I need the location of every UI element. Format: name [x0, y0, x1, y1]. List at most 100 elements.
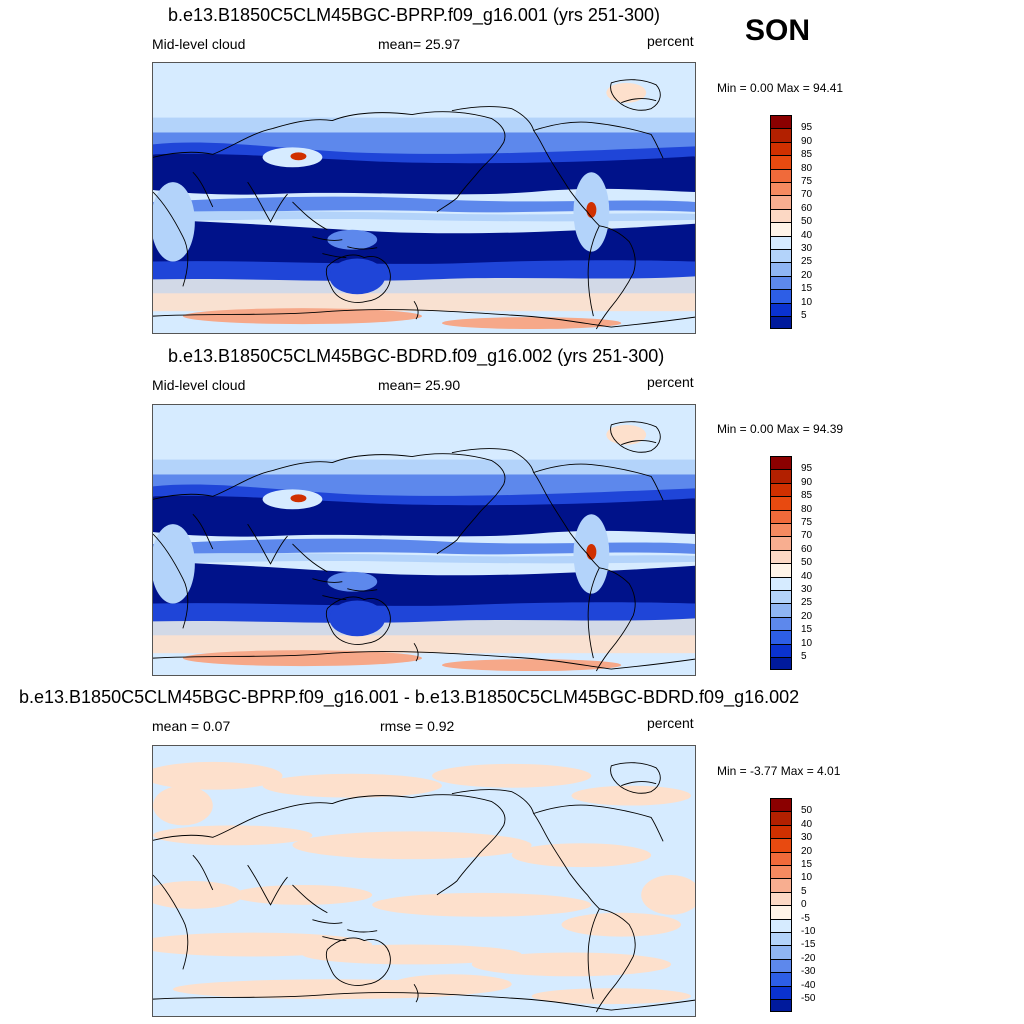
difference-positive-patch: [392, 974, 512, 995]
panel-3-units: percent: [647, 715, 694, 731]
panel-2-colorbar: 95 90 85 80 75 70 60 50 40 30 25 20 15 10 5: [770, 456, 812, 671]
coastline: [153, 191, 189, 287]
colorbar-label: 75: [801, 176, 813, 187]
colorbar-label: 50: [801, 216, 813, 228]
colorbar-swatch: [770, 851, 792, 866]
panel-3-mean: mean = 0.07: [152, 718, 231, 734]
andes-high-cloud: [586, 543, 597, 560]
coastline: [325, 937, 391, 986]
colorbar-label: 5: [801, 885, 807, 897]
coastline: [312, 919, 378, 942]
panel-1-colorbar: 95 90 85 80 75 70 60 50 40 30 25 20 15 10 5: [770, 115, 812, 330]
difference-positive-patch: [641, 875, 695, 915]
colorbar-swatch: [770, 643, 792, 658]
coastline: [192, 171, 328, 231]
colorbar-swatch: [770, 563, 792, 578]
coastline: [325, 254, 391, 303]
colorbar-swatch: [770, 985, 792, 1000]
colorbar-swatch: [770, 509, 792, 524]
coastline: [153, 874, 189, 970]
colorbar-label: 10: [801, 872, 813, 884]
coastline: [153, 309, 695, 328]
colorbar-label: 70: [801, 189, 813, 201]
coastline: [533, 440, 664, 501]
colorbar-label: 25: [801, 256, 813, 268]
colorbar-label: 40: [801, 229, 813, 241]
colorbar-swatch: [770, 195, 792, 210]
coastline: [587, 908, 600, 1000]
coastline: [436, 825, 505, 896]
itcz-band: [153, 553, 695, 564]
colorbar-label: 5: [801, 651, 807, 662]
difference-positive-patch: [262, 773, 442, 798]
colorbar-label: 50: [801, 805, 813, 817]
panel-3-rmse: rmse = 0.92: [380, 718, 455, 734]
colorbar-swatch: [770, 811, 792, 826]
greenland-cloud: [606, 82, 647, 103]
coastline: [153, 453, 506, 500]
northern-blue-band: [153, 484, 695, 506]
coastline: [587, 567, 600, 659]
colorbar-label: 40: [801, 818, 813, 830]
coastline: [595, 567, 636, 672]
colorbar-swatch: [770, 208, 792, 223]
colorbar-swatch: [770, 905, 792, 920]
coastline: [436, 484, 505, 555]
difference-positive-patch: [531, 988, 692, 1005]
coastline: [153, 992, 695, 1011]
colorbar-swatch: [770, 590, 792, 604]
coastline: [569, 189, 600, 227]
colorbar-swatch: [770, 918, 792, 933]
southern-blue-band: [153, 260, 695, 281]
colorbar-swatch: [770, 999, 792, 1013]
colorbar-swatch: [770, 128, 792, 143]
colorbar-swatch: [770, 289, 792, 304]
colorbar-swatch: [770, 972, 792, 987]
coastline: [587, 225, 600, 317]
coastline: [569, 531, 600, 569]
panel-2-variable: Mid-level cloud: [152, 377, 246, 393]
panel-2-minmax: Min = 0.00 Max = 94.39: [717, 422, 844, 436]
coastline: [595, 908, 636, 1013]
southern-salmon-patch: [182, 650, 423, 667]
colorbar-label: 15: [801, 283, 813, 295]
greenland-cloud: [606, 424, 647, 445]
colorbar-swatch: [770, 945, 792, 960]
colorbar-label: 20: [801, 610, 813, 622]
panel-2-map: [152, 404, 696, 676]
coastline: [153, 111, 506, 158]
africa-region: [153, 182, 195, 262]
coastline: [533, 781, 664, 842]
colorbar-swatch: [770, 275, 792, 290]
colorbar-label: 20: [801, 845, 813, 857]
coastline: [595, 225, 636, 330]
colorbar-swatch: [770, 262, 792, 277]
colorbar-label: 70: [801, 530, 813, 542]
colorbar-label: 15: [801, 859, 813, 870]
panel-2-title: b.e13.B1850C5CLM45BGC-BDRD.f09_g16.002 (…: [168, 346, 665, 366]
colorbar-swatch: [770, 155, 792, 170]
colorbar-swatch: [770, 249, 792, 263]
coastline: [153, 651, 695, 670]
colorbar-swatch: [770, 932, 792, 946]
colorbar-swatch: [770, 630, 792, 645]
colorbar-swatch: [770, 235, 792, 250]
colorbar-label: -50: [801, 993, 816, 1004]
panel-3-title: b.e13.B1850C5CLM45BGC-BPRP.f09_g16.001 -…: [19, 687, 800, 707]
coastline: [312, 578, 378, 601]
colorbar-swatch: [770, 482, 792, 497]
colorbar-swatch: [770, 141, 792, 156]
colorbar-label: 5: [801, 310, 807, 321]
colorbar-swatch: [770, 576, 792, 591]
colorbar-label: -30: [801, 966, 816, 978]
colorbar-label: 60: [801, 202, 813, 214]
difference-positive-patch: [471, 952, 672, 977]
colorbar-swatch: [770, 891, 792, 906]
colorbar-label: -40: [801, 979, 816, 991]
northern-blue-band: [153, 142, 695, 164]
panel-2-units: percent: [647, 374, 694, 390]
colorbar-label: 85: [801, 149, 813, 161]
colorbar-label: 10: [801, 637, 813, 649]
coastline: [312, 236, 378, 259]
colorbar-label: -20: [801, 952, 816, 964]
